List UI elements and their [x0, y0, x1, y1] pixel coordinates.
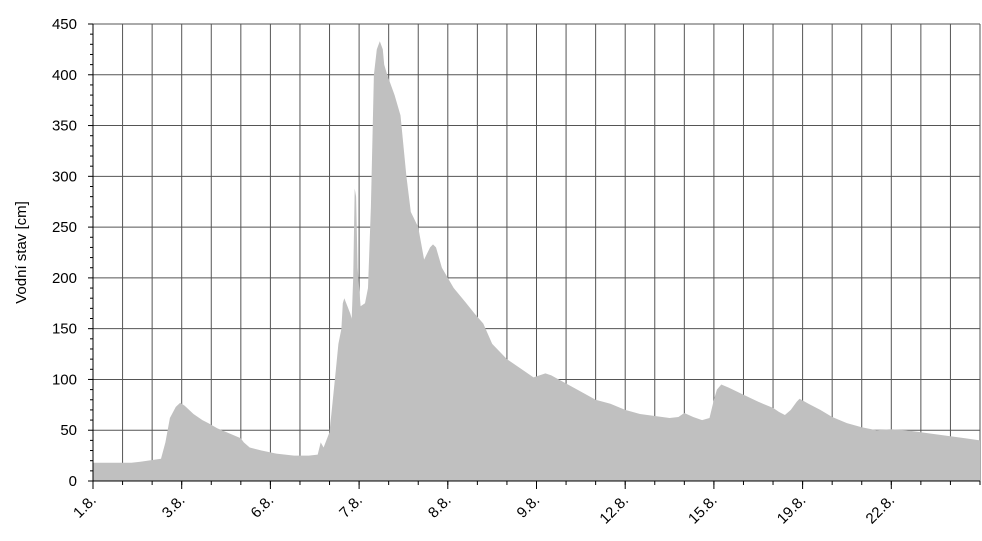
- x-tick-label: 1.8.: [70, 492, 100, 522]
- x-tick-label: 9.8.: [514, 492, 544, 522]
- x-tick-label: 15.8.: [685, 492, 721, 528]
- y-tick-label: 150: [52, 321, 77, 338]
- y-tick-label: 450: [52, 16, 77, 33]
- x-tick-label: 8.8.: [425, 492, 455, 522]
- y-tick-label: 400: [52, 67, 77, 84]
- y-tick-label: 100: [52, 371, 77, 388]
- x-tick-label: 12.8.: [596, 492, 632, 528]
- y-tick-label: 250: [52, 219, 77, 236]
- axes: [88, 23, 981, 489]
- y-tick-label: 200: [52, 270, 77, 287]
- y-tick-label: 350: [52, 118, 77, 135]
- y-tick-label: 50: [60, 422, 77, 439]
- y-tick-label: 0: [69, 473, 77, 490]
- area-series: [93, 41, 980, 482]
- x-tick-label: 22.8.: [863, 492, 899, 528]
- y-axis-title: Vodní stav [cm]: [13, 201, 30, 304]
- y-tick-label: 300: [52, 168, 77, 185]
- x-tick-label: 3.8.: [159, 492, 189, 522]
- x-tick-label: 19.8.: [774, 492, 810, 528]
- x-tick-label: 7.8.: [336, 492, 366, 522]
- water-level-area: [93, 41, 980, 482]
- x-tick-label: 6.8.: [248, 492, 278, 522]
